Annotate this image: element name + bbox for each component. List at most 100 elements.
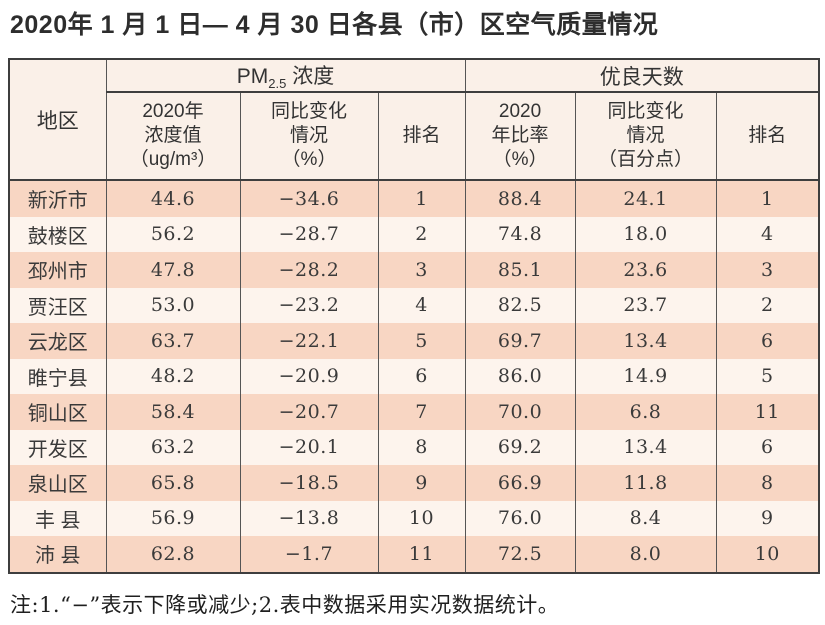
pm-value-cell: 48.2 [105, 358, 241, 395]
pm-change-cell: −28.7 [239, 216, 379, 253]
pm-rank-cell: 3 [377, 252, 466, 288]
good-rank-cell: 10 [715, 536, 820, 573]
good-change-cell: 23.6 [574, 252, 717, 288]
table-row: 邳州市 47.8 −28.2 3 85.1 23.6 3 [8, 252, 820, 288]
table-row: 贾汪区 53.0 −23.2 4 82.5 23.7 2 [8, 287, 820, 324]
pm-value-cell: 63.7 [105, 323, 241, 359]
pm-rank-cell: 4 [377, 287, 466, 324]
pm-value-cell: 65.8 [105, 465, 241, 501]
pm25-group-header: PM2.5 浓度 [105, 58, 466, 94]
good-ratio-cell: 69.2 [464, 429, 576, 466]
region-cell: 泉山区 [8, 465, 107, 501]
good-change-cell: 18.0 [574, 216, 717, 253]
air-quality-table: 地区 PM2.5 浓度 优良天数 2020年 浓度值 （ug/m³） 同比变化 … [8, 58, 821, 574]
pm-change-cell: −28.2 [239, 252, 379, 288]
good-ratio-cell: 69.7 [464, 323, 576, 359]
pm-rank-cell: 7 [377, 394, 466, 430]
region-cell: 贾汪区 [8, 287, 107, 324]
region-cell: 新沂市 [8, 180, 107, 217]
table-row: 新沂市 44.6 −34.6 1 88.4 24.1 1 [8, 180, 820, 217]
pm-value-cell: 44.6 [105, 180, 241, 217]
good-rank-cell: 9 [715, 500, 820, 537]
good-change-cell: 14.9 [574, 358, 717, 395]
good-change-cell: 6.8 [574, 394, 717, 430]
pm-value-cell: 62.8 [105, 536, 241, 573]
good-rank-column-header: 排名 [715, 91, 820, 182]
pm25-label-prefix: PM [236, 65, 269, 88]
good-change-column-header: 同比变化 情况 （百分点） [574, 91, 717, 182]
good-change-cell: 8.4 [574, 500, 717, 537]
good-change-cell: 23.7 [574, 287, 717, 324]
pm-rank-cell: 8 [377, 429, 466, 466]
region-cell: 鼓楼区 [8, 216, 107, 253]
good-change-cell: 11.8 [574, 465, 717, 501]
table-body: 新沂市 44.6 −34.6 1 88.4 24.1 1 鼓楼区 56.2 −2… [8, 180, 820, 573]
pm-rank-cell: 6 [377, 358, 466, 395]
good-ratio-cell: 86.0 [464, 358, 576, 395]
good-rank-cell: 3 [715, 252, 820, 288]
pm-change-cell: −18.5 [239, 465, 379, 501]
region-cell: 铜山区 [8, 394, 107, 430]
good-days-group-header: 优良天数 [464, 58, 820, 94]
good-change-cell: 13.4 [574, 429, 717, 466]
table-row: 泉山区 65.8 −18.5 9 66.9 11.8 8 [8, 465, 820, 501]
table-row: 沛 县 62.8 −1.7 11 72.5 8.0 10 [8, 536, 820, 573]
good-change-cell: 24.1 [574, 180, 717, 217]
header-sub-row: 2020年 浓度值 （ug/m³） 同比变化 情况 （%） 排名 2020 年比… [9, 91, 820, 182]
pm-change-cell: −23.2 [239, 287, 379, 324]
pm-value-cell: 63.2 [105, 429, 241, 466]
table-row: 丰 县 56.9 −13.8 10 76.0 8.4 9 [8, 500, 820, 537]
good-rank-cell: 4 [715, 216, 820, 253]
region-column-header: 地区 [8, 58, 107, 182]
good-ratio-cell: 70.0 [464, 394, 576, 430]
good-ratio-cell: 88.4 [464, 180, 576, 217]
pm-change-cell: −22.1 [239, 323, 379, 359]
pm-change-cell: −20.7 [239, 394, 379, 430]
good-ratio-cell: 76.0 [464, 500, 576, 537]
region-cell: 云龙区 [8, 323, 107, 359]
page-title: 2020年 1 月 1 日— 4 月 30 日各县（市）区空气质量情况 [10, 11, 659, 39]
pm-rank-cell: 5 [377, 323, 466, 359]
pm-change-cell: −13.8 [239, 500, 379, 537]
good-ratio-cell: 74.8 [464, 216, 576, 253]
good-change-cell: 13.4 [574, 323, 717, 359]
good-ratio-cell: 82.5 [464, 287, 576, 324]
pm-value-cell: 56.2 [105, 216, 241, 253]
good-rank-cell: 5 [715, 358, 820, 395]
pm25-label-subscript: 2.5 [268, 76, 287, 92]
pm-rank-cell: 2 [377, 216, 466, 253]
pm-value-cell: 56.9 [105, 500, 241, 537]
pm-rank-cell: 10 [377, 500, 466, 537]
good-change-cell: 8.0 [574, 536, 717, 573]
pm-change-cell: −34.6 [239, 180, 379, 217]
pm-rank-cell: 9 [377, 465, 466, 501]
good-rank-cell: 1 [715, 180, 820, 217]
pm-value-cell: 47.8 [105, 252, 241, 288]
pm-value-cell: 53.0 [105, 287, 241, 324]
region-cell: 邳州市 [8, 252, 107, 288]
pm-rank-cell: 1 [377, 180, 466, 217]
good-rank-cell: 8 [715, 465, 820, 501]
pm-change-cell: −20.9 [239, 358, 379, 395]
table-row: 开发区 63.2 −20.1 8 69.2 13.4 6 [8, 429, 820, 466]
table-row: 鼓楼区 56.2 −28.7 2 74.8 18.0 4 [8, 216, 820, 253]
pm-value-column-header: 2020年 浓度值 （ug/m³） [105, 91, 241, 182]
table-row: 铜山区 58.4 −20.7 7 70.0 6.8 11 [8, 394, 820, 430]
good-rank-cell: 6 [715, 429, 820, 466]
table-row: 睢宁县 48.2 −20.9 6 86.0 14.9 5 [8, 358, 820, 395]
good-rank-cell: 2 [715, 287, 820, 324]
pm25-label-suffix: 浓度 [286, 65, 335, 88]
good-rank-cell: 6 [715, 323, 820, 359]
pm-rank-column-header: 排名 [377, 91, 466, 182]
region-cell: 丰 县 [8, 500, 107, 537]
region-cell: 开发区 [8, 429, 107, 466]
pm-change-cell: −1.7 [239, 536, 379, 573]
table-header: 地区 PM2.5 浓度 优良天数 2020年 浓度值 （ug/m³） 同比变化 … [8, 58, 820, 182]
region-cell: 睢宁县 [8, 358, 107, 395]
region-cell: 沛 县 [8, 536, 107, 573]
table-row: 云龙区 63.7 −22.1 5 69.7 13.4 6 [8, 323, 820, 359]
pm-change-cell: −20.1 [239, 429, 379, 466]
good-ratio-cell: 72.5 [464, 536, 576, 573]
pm-rank-cell: 11 [377, 536, 466, 573]
footnote: 注:1.“−”表示下降或减少;2.表中数据采用实况数据统计。 [10, 592, 560, 617]
